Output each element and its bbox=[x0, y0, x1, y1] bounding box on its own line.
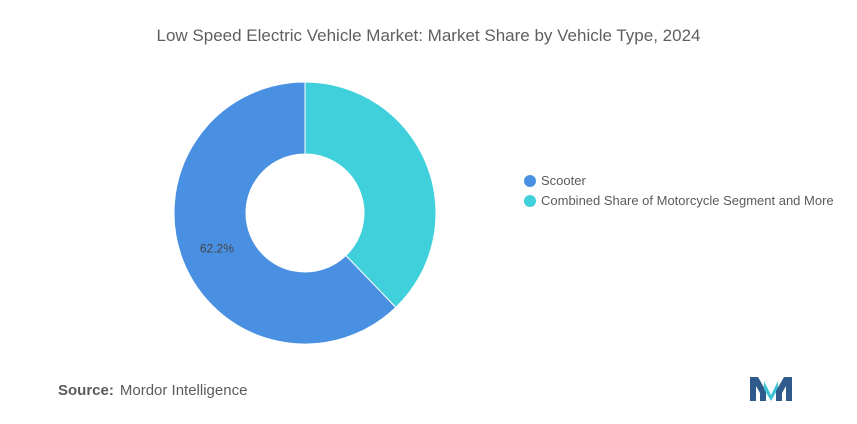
legend-label-motorcycle-and-more: Combined Share of Motorcycle Segment and… bbox=[541, 193, 834, 208]
legend-swatch-scooter bbox=[524, 175, 536, 187]
source-text: Mordor Intelligence bbox=[119, 382, 248, 399]
donut-slice-labels: 62.2% bbox=[200, 242, 234, 256]
source-note: Source: Mordor Intelligence bbox=[58, 382, 247, 399]
legend-label-scooter: Scooter bbox=[541, 173, 586, 188]
donut-slice-0 bbox=[173, 81, 397, 345]
source-label: Source: bbox=[58, 382, 114, 399]
legend-item-scooter: Scooter bbox=[524, 173, 834, 189]
chart-legend: Scooter Combined Share of Motorcycle Seg… bbox=[524, 173, 834, 213]
chart-title: Low Speed Electric Vehicle Market: Marke… bbox=[156, 26, 701, 45]
legend-swatch-motorcycle-and-more bbox=[524, 195, 536, 207]
donut-slice-label-0: 62.2% bbox=[200, 242, 234, 256]
legend-item-motorcycle-and-more: Combined Share of Motorcycle Segment and… bbox=[524, 193, 834, 209]
mordor-intelligence-logo-icon bbox=[750, 377, 792, 401]
donut-slice-1 bbox=[304, 81, 437, 309]
donut-slices bbox=[173, 81, 437, 345]
